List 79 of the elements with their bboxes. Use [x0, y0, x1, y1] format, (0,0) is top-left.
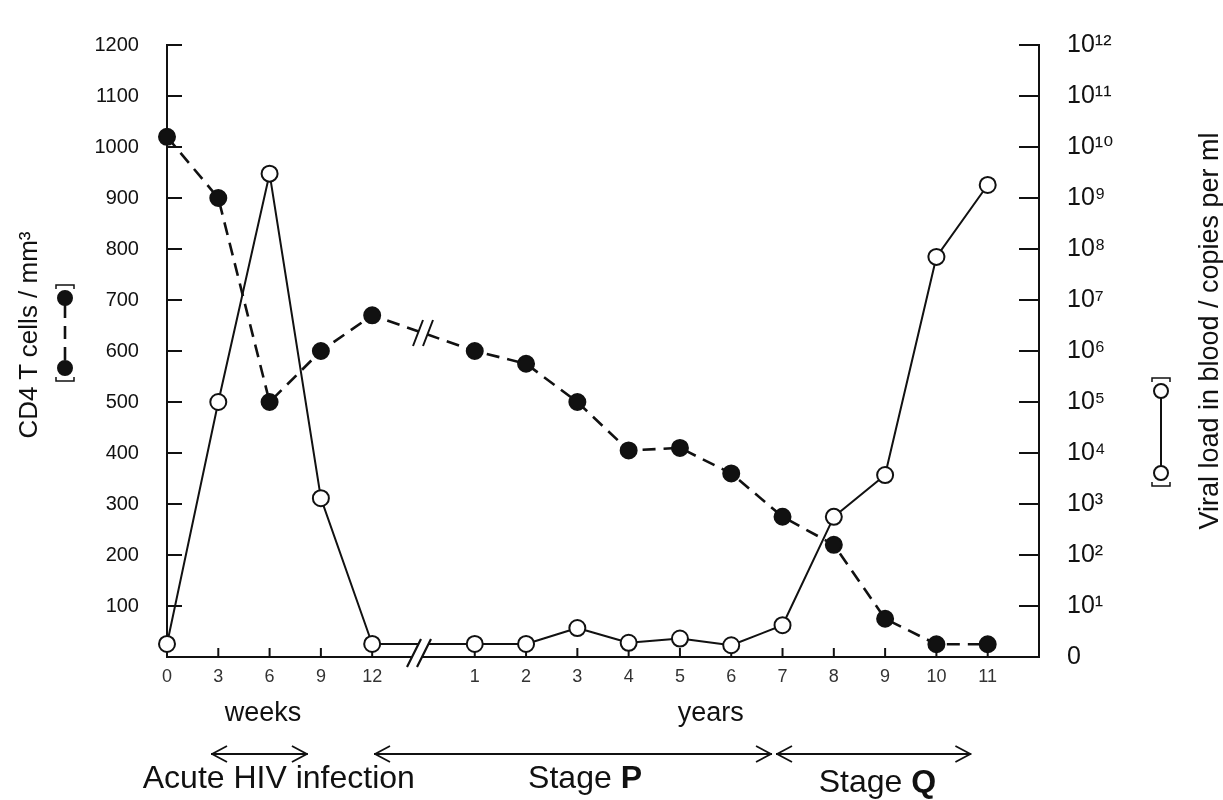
text: years — [677, 696, 744, 727]
y-tick-label: 800 — [105, 236, 139, 259]
y-tick-label: 700 — [105, 287, 139, 310]
point — [619, 633, 638, 652]
point — [978, 635, 997, 654]
point — [670, 438, 689, 457]
y-tick-label: 1000 — [94, 134, 139, 157]
y2-tick-label: 10³ — [1067, 487, 1104, 516]
y2-tick-label: 10⁸ — [1067, 232, 1106, 261]
x-tick-label: 10 — [926, 665, 947, 686]
point — [465, 634, 484, 653]
point — [311, 342, 330, 360]
x-tick-label: 0 — [161, 665, 173, 686]
point — [311, 489, 330, 508]
point — [978, 175, 997, 194]
y-tick-label: 400 — [105, 440, 139, 463]
y2-tick-label: 10⁹ — [1067, 181, 1106, 210]
y2-tick-label: 10² — [1067, 538, 1104, 567]
y-tick-label: 500 — [105, 389, 139, 412]
y2-tick-label: 10⁴ — [1067, 436, 1106, 465]
point — [260, 393, 279, 411]
y-tick-label: 1100 — [95, 83, 139, 106]
point — [465, 342, 484, 360]
y-tick-label: 200 — [105, 542, 139, 565]
point — [927, 247, 946, 266]
x-tick-label: 11 — [978, 665, 998, 686]
y-tick-label: 100 — [105, 593, 139, 616]
y-tick-label: 1200 — [94, 32, 139, 55]
y2-tick-label: 10⁶ — [1067, 334, 1106, 363]
point — [209, 189, 228, 207]
point — [927, 635, 946, 654]
x-tick-label: 9 — [880, 665, 891, 686]
x-tick-label: 12 — [362, 665, 383, 686]
x-tick-label: 6 — [726, 665, 737, 686]
x-tick-label: 6 — [264, 665, 275, 686]
point — [876, 466, 895, 485]
point — [568, 393, 587, 411]
y2-tick-label: 10¹ — [1067, 589, 1104, 618]
x-tick-label: 1 — [469, 665, 480, 686]
x-tick-label: 2 — [521, 665, 532, 686]
point — [158, 127, 176, 146]
point — [722, 464, 741, 483]
point — [824, 535, 843, 554]
point — [260, 164, 279, 183]
x-tick-label: 8 — [828, 665, 839, 686]
y-tick-label: 600 — [105, 338, 139, 361]
point — [824, 507, 843, 526]
point — [363, 306, 382, 325]
y2-tick-label: 10⁵ — [1067, 385, 1106, 414]
text: Acute HIV infection — [142, 759, 415, 795]
point — [876, 609, 895, 628]
y2-tick-label: 10¹² — [1067, 28, 1112, 57]
point — [722, 636, 741, 655]
y2-tick-label: 10¹¹ — [1067, 79, 1112, 108]
point — [773, 616, 792, 635]
point — [670, 629, 689, 648]
y-tick-label: 900 — [105, 185, 139, 208]
point — [363, 634, 382, 653]
x-tick-label: 3 — [572, 665, 583, 686]
y2-tick-label: 10⁷ — [1067, 283, 1104, 312]
x-tick-label: 5 — [674, 665, 685, 686]
point — [517, 354, 536, 373]
point — [158, 634, 176, 653]
y2-axis-title: Viral load in blood / copies per ml — [1193, 132, 1223, 530]
point — [568, 619, 587, 638]
y-tick-label: 300 — [105, 491, 139, 514]
text: weeks — [224, 696, 302, 727]
y-axis-title: CD4 T cells / mm³ — [13, 231, 43, 439]
point — [619, 441, 638, 460]
text: Stage P — [528, 759, 642, 795]
text: Stage Q — [818, 763, 937, 799]
x-tick-label: 9 — [315, 665, 326, 686]
x-tick-label: 4 — [623, 665, 634, 686]
x-tick-label: 7 — [777, 665, 788, 686]
point — [517, 634, 536, 653]
y2-tick-label: 10¹⁰ — [1067, 130, 1114, 159]
x-tick-label: 3 — [213, 665, 224, 686]
point — [773, 507, 792, 526]
point — [209, 393, 228, 411]
